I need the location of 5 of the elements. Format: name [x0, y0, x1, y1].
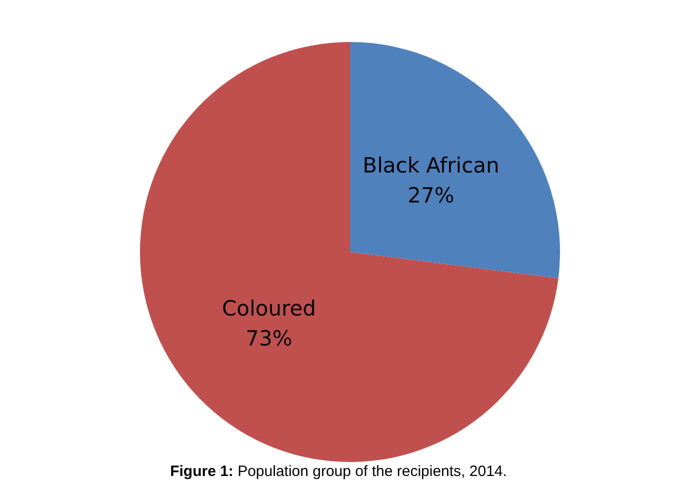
data-label: 73% — [246, 326, 292, 350]
slice-label: Coloured — [222, 296, 316, 320]
data-label: 27% — [408, 184, 454, 208]
slice-label: Black African — [362, 154, 500, 178]
text: Figure 1: Population group of the recipients, 2014. — [170, 463, 507, 480]
